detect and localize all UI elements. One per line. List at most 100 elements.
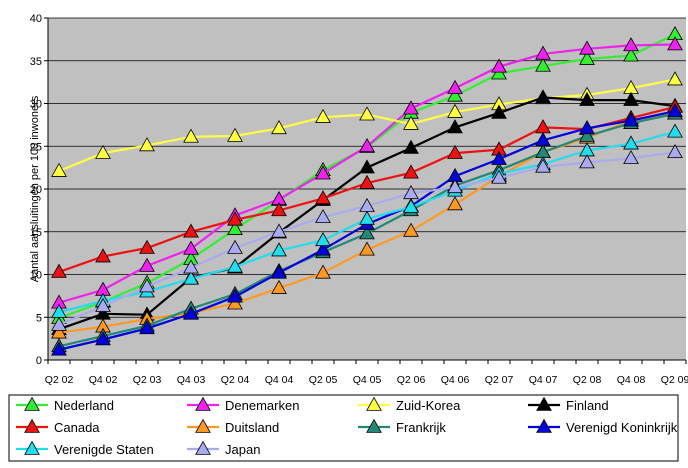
- data-point: [315, 232, 331, 247]
- legend-marker: [195, 440, 211, 455]
- data-point: [271, 264, 287, 279]
- legend-marker: [366, 418, 382, 433]
- legend-label: Duitsland: [225, 420, 279, 435]
- legend-marker: [24, 440, 40, 455]
- legend-item: Frankrijk: [358, 418, 446, 435]
- data-point: [667, 143, 683, 159]
- legend-marker: [24, 418, 40, 433]
- data-point: [183, 270, 199, 285]
- legend-label: Denemarken: [225, 398, 299, 413]
- legend-label: Verenigde Staten: [54, 442, 154, 457]
- x-tick-label: Q2 09: [661, 374, 688, 386]
- legend-item: Denemarken: [187, 396, 299, 413]
- data-point: [359, 137, 375, 153]
- x-tick-label: Q2 02: [45, 374, 74, 386]
- data-point: [139, 278, 155, 293]
- x-tick-label: Q2 07: [485, 374, 514, 386]
- data-point: [623, 112, 639, 127]
- data-point: [227, 295, 243, 310]
- data-point: [315, 208, 331, 224]
- legend-marker: [536, 418, 552, 433]
- data-point: [579, 154, 595, 169]
- data-point: [51, 162, 67, 177]
- legend-marker: [195, 396, 211, 411]
- data-point: [667, 123, 683, 138]
- data-point: [359, 210, 375, 225]
- data-point: [271, 242, 287, 257]
- y-tick-label: 35: [30, 56, 42, 68]
- legend-marker: [195, 418, 211, 433]
- data-point: [359, 106, 375, 121]
- data-point: [227, 220, 243, 235]
- data-point: [535, 158, 551, 173]
- data-point: [51, 341, 67, 356]
- data-point: [315, 108, 331, 123]
- legend-label: Verenigd Koninkrijk: [566, 420, 678, 435]
- x-tick-label: Q2 05: [309, 374, 338, 386]
- data-point: [579, 50, 595, 65]
- data-point: [359, 197, 375, 212]
- data-point: [403, 222, 419, 237]
- data-point: [227, 239, 243, 254]
- data-point: [447, 179, 463, 194]
- y-tick-label: 0: [36, 355, 42, 367]
- data-point: [535, 132, 551, 147]
- data-point: [51, 324, 67, 339]
- y-axis-title: Aantal aansluitingen per 100 inwoners: [29, 95, 41, 282]
- data-point: [183, 223, 199, 238]
- x-tick-label: Q4 07: [529, 374, 558, 386]
- series-denemarken: [51, 36, 683, 309]
- data-point: [227, 288, 243, 303]
- data-point: [271, 120, 287, 135]
- legend-label: Frankrijk: [396, 420, 446, 435]
- data-point: [139, 257, 155, 272]
- data-point: [623, 135, 639, 150]
- y-tick-label: 15: [30, 227, 42, 239]
- data-point: [491, 58, 507, 73]
- y-tick-label: 25: [30, 141, 42, 153]
- data-point: [183, 240, 199, 255]
- data-point: [623, 149, 639, 165]
- data-point: [227, 127, 243, 142]
- y-tick-label: 30: [30, 99, 42, 111]
- data-point: [359, 225, 375, 240]
- x-tick-label: Q4 02: [89, 374, 118, 386]
- data-point: [579, 40, 595, 55]
- data-point: [95, 297, 111, 312]
- data-point: [271, 279, 287, 294]
- legend-label: Zuid-Korea: [396, 398, 461, 413]
- data-point: [667, 36, 683, 51]
- series-japan: [51, 143, 683, 331]
- axes: 0 5 10 15 20 25 30 35 40 Q2 02 Q4 02 Q2 03 Q4 03 Q2 0…: [30, 13, 688, 386]
- legend-item: Finland: [528, 396, 609, 413]
- data-point: [271, 202, 287, 217]
- data-point: [447, 103, 463, 118]
- data-point: [447, 196, 463, 211]
- data-point: [227, 258, 243, 273]
- data-point: [95, 331, 111, 346]
- y-tick-label: 20: [30, 184, 42, 196]
- data-point: [491, 169, 507, 184]
- x-tick-label: Q4 04: [265, 374, 294, 386]
- data-point: [491, 65, 507, 80]
- data-point: [315, 165, 331, 180]
- data-point: [623, 37, 639, 52]
- data-point: [403, 185, 419, 200]
- data-point: [183, 128, 199, 143]
- data-point: [315, 241, 331, 256]
- x-tick-label: Q4 03: [177, 374, 206, 386]
- series-lines: [51, 25, 683, 356]
- legend-label: Nederland: [54, 398, 114, 413]
- data-point: [403, 198, 419, 213]
- legend-item: Japan: [187, 440, 260, 457]
- data-point: [403, 115, 419, 130]
- data-point: [535, 57, 551, 72]
- legend-item: Verenigde Staten: [16, 440, 154, 457]
- legend: Nederland Denemarken Zuid-Korea Finland Cana…: [8, 394, 679, 462]
- data-point: [359, 174, 375, 189]
- data-point: [403, 164, 419, 179]
- legend-item: Canada: [16, 418, 100, 435]
- legend-label: Japan: [225, 442, 260, 457]
- legend-box: [8, 394, 679, 462]
